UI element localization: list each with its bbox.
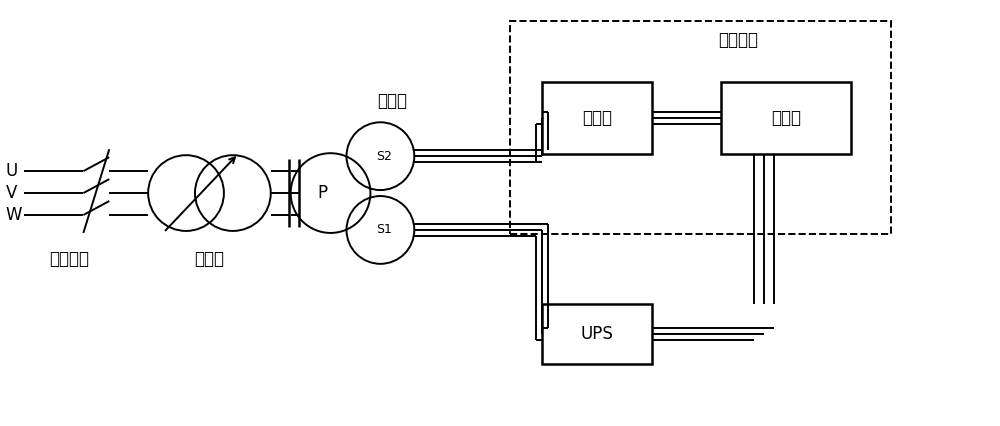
- Bar: [542, 304, 652, 363]
- Text: 逆变器: 逆变器: [582, 109, 612, 127]
- Text: W: W: [6, 206, 22, 224]
- Text: S1: S1: [376, 224, 392, 236]
- Text: 调试模块: 调试模块: [718, 31, 758, 49]
- Text: S2: S2: [376, 150, 392, 163]
- Text: U: U: [6, 162, 18, 180]
- Text: 整流器: 整流器: [771, 109, 801, 127]
- Bar: [510, 20, 891, 234]
- Bar: [542, 82, 652, 154]
- Text: 空气开关: 空气开关: [49, 250, 89, 268]
- Text: UPS: UPS: [580, 325, 613, 343]
- Bar: [721, 82, 851, 154]
- Text: P: P: [318, 184, 328, 202]
- Text: V: V: [6, 184, 17, 202]
- Text: 变压器: 变压器: [377, 92, 407, 110]
- Text: 调压器: 调压器: [194, 250, 224, 268]
